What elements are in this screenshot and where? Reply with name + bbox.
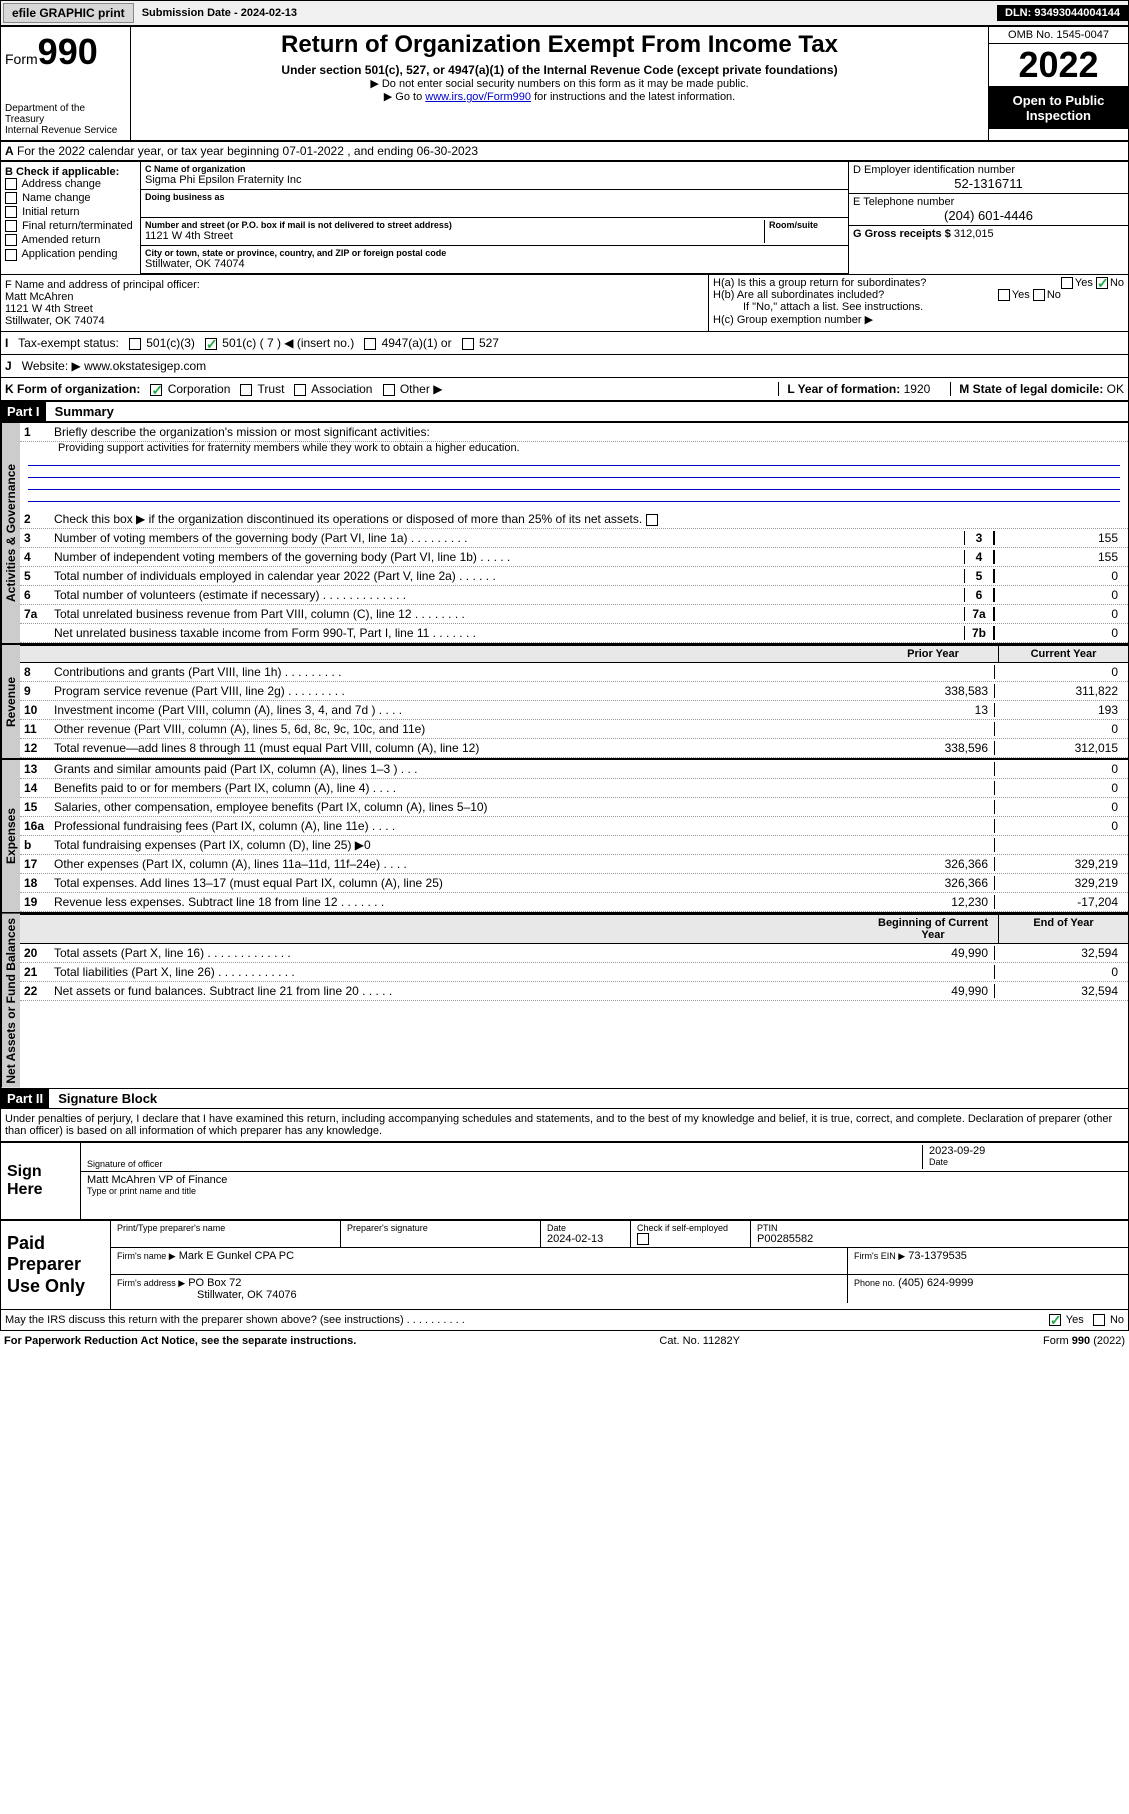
form-subtitle: Under section 501(c), 527, or 4947(a)(1)… xyxy=(135,63,984,77)
year-formation: 1920 xyxy=(904,382,931,396)
prep-date: 2024-02-13 xyxy=(547,1233,624,1245)
paperwork-notice: For Paperwork Reduction Act Notice, see … xyxy=(4,1335,356,1347)
check-4947[interactable] xyxy=(364,338,376,350)
section-c: C Name of organizationSigma Phi Epsilon … xyxy=(141,162,848,274)
section-f: F Name and address of principal officer:… xyxy=(1,275,708,331)
mission-text: Providing support activities for fratern… xyxy=(20,442,1128,454)
check-501c[interactable] xyxy=(205,338,217,350)
state-domicile: OK xyxy=(1107,382,1124,396)
may-discuss: May the IRS discuss this return with the… xyxy=(5,1314,1049,1326)
sign-here-label: Sign Here xyxy=(1,1143,81,1219)
part1-title: Summary xyxy=(49,402,120,421)
dln: DLN: 93493044004144 xyxy=(997,5,1128,21)
ssn-notice: ▶ Do not enter social security numbers o… xyxy=(135,77,984,90)
website: www.okstatesigep.com xyxy=(84,359,206,373)
check-name-change[interactable] xyxy=(5,192,17,204)
discuss-no[interactable] xyxy=(1093,1314,1105,1326)
check-final-return[interactable] xyxy=(5,220,17,232)
dept-treasury: Department of the Treasury Internal Reve… xyxy=(5,103,126,136)
check-discontinued[interactable] xyxy=(646,514,658,526)
ein: 52-1316711 xyxy=(853,176,1124,191)
tax-year: 2022 xyxy=(989,44,1128,87)
officer-addr1: 1121 W 4th Street xyxy=(5,303,704,315)
section-de: D Employer identification number52-13167… xyxy=(848,162,1128,274)
open-public: Open to Public Inspection xyxy=(989,87,1128,129)
check-other[interactable] xyxy=(383,384,395,396)
check-self-employed[interactable] xyxy=(637,1233,649,1245)
tab-revenue: Revenue xyxy=(1,645,20,758)
part2-header: Part II xyxy=(1,1089,49,1108)
hb-no[interactable] xyxy=(1033,289,1045,301)
check-trust[interactable] xyxy=(240,384,252,396)
ha-yes[interactable] xyxy=(1061,277,1073,289)
ha-no[interactable] xyxy=(1096,277,1108,289)
check-app-pending[interactable] xyxy=(5,249,17,261)
check-amended[interactable] xyxy=(5,234,17,246)
irs-link[interactable]: www.irs.gov/Form990 xyxy=(425,91,531,103)
part1-header: Part I xyxy=(1,402,46,421)
subdate-label: Submission Date - 2024-02-13 xyxy=(136,5,303,21)
firm-name: Mark E Gunkel CPA PC xyxy=(179,1250,294,1262)
officer-sig-name: Matt McAhren VP of Finance xyxy=(87,1174,1122,1186)
check-address-change[interactable] xyxy=(5,178,17,190)
telephone: (204) 601-4446 xyxy=(853,208,1124,223)
omb-number: OMB No. 1545-0047 xyxy=(989,27,1128,44)
topbar: efile GRAPHIC print Submission Date - 20… xyxy=(0,0,1129,26)
tab-net-assets: Net Assets or Fund Balances xyxy=(1,914,20,1088)
check-assoc[interactable] xyxy=(294,384,306,396)
sign-date: 2023-09-29 xyxy=(929,1145,1122,1157)
form-header: Form990 Department of the Treasury Inter… xyxy=(0,26,1129,141)
check-initial-return[interactable] xyxy=(5,206,17,218)
goto-link-line: ▶ Go to www.irs.gov/Form990 for instruct… xyxy=(135,90,984,103)
gross-receipts: 312,015 xyxy=(954,228,994,240)
officer-addr2: Stillwater, OK 74074 xyxy=(5,315,704,327)
form-title: Return of Organization Exempt From Incom… xyxy=(135,31,984,59)
tab-governance: Activities & Governance xyxy=(1,423,20,643)
section-b: B Check if applicable: Address change Na… xyxy=(1,162,141,274)
street-address: 1121 W 4th Street xyxy=(145,230,764,242)
check-501c3[interactable] xyxy=(129,338,141,350)
form-footer: Form 990 (2022) xyxy=(1043,1335,1125,1347)
section-a: A For the 2022 calendar year, or tax yea… xyxy=(0,141,1129,161)
hb-yes[interactable] xyxy=(998,289,1010,301)
officer-name: Matt McAhren xyxy=(5,291,704,303)
section-h: H(a) Is this a group return for subordin… xyxy=(708,275,1128,331)
ptin: P00285582 xyxy=(757,1233,1122,1245)
form-number: Form990 xyxy=(5,31,126,73)
firm-addr: PO Box 72 xyxy=(188,1277,241,1289)
perjury-text: Under penalties of perjury, I declare th… xyxy=(0,1109,1129,1142)
firm-phone: (405) 624-9999 xyxy=(898,1277,973,1289)
discuss-yes[interactable] xyxy=(1049,1314,1061,1326)
check-corp[interactable] xyxy=(150,384,162,396)
city-state-zip: Stillwater, OK 74074 xyxy=(145,258,844,270)
part2-title: Signature Block xyxy=(52,1089,163,1108)
efile-print-button[interactable]: efile GRAPHIC print xyxy=(3,3,134,23)
firm-ein: 73-1379535 xyxy=(908,1250,967,1262)
check-527[interactable] xyxy=(462,338,474,350)
paid-preparer-label: Paid Preparer Use Only xyxy=(1,1221,111,1310)
cat-no: Cat. No. 11282Y xyxy=(356,1335,1043,1347)
tab-expenses: Expenses xyxy=(1,760,20,912)
org-name: Sigma Phi Epsilon Fraternity Inc xyxy=(145,174,844,186)
